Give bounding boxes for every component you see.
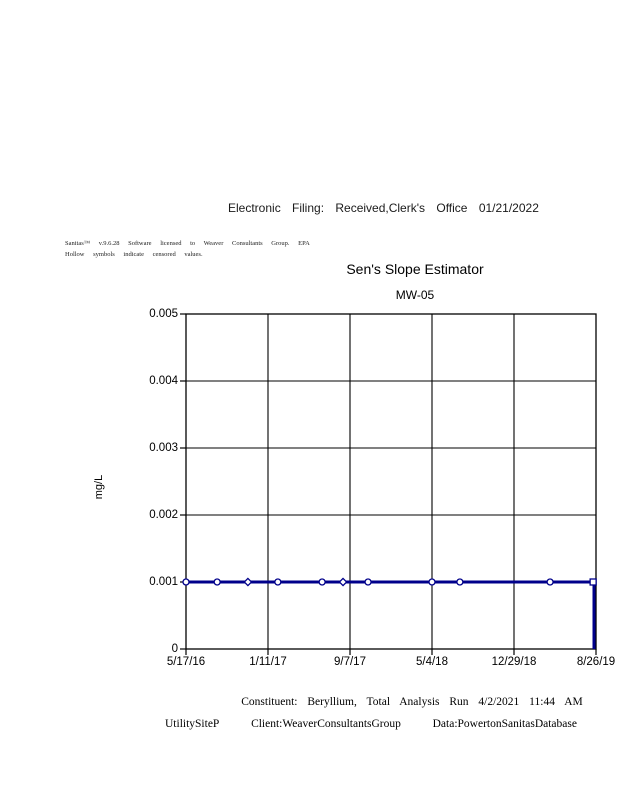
footer-site: UtilitySiteP [165, 718, 220, 730]
x-axis-tick-label: 8/26/19 [576, 656, 616, 668]
data-point-diamond [243, 577, 253, 587]
data-point-circle [546, 578, 554, 586]
x-axis-tick-label: 5/4/18 [416, 656, 448, 668]
x-axis-tick-label: 9/7/17 [334, 656, 366, 668]
y-axis-tick-label: 0.003 [149, 442, 178, 454]
x-axis-tick-label: 12/29/18 [491, 656, 537, 668]
footer-data-source: Data:PowertonSanitasDatabase [432, 718, 577, 730]
y-axis-tick-label: 0.001 [149, 576, 178, 588]
data-point-circle [428, 578, 436, 586]
footer-metadata: UtilitySiteP Client:WeaverConsultantsGro… [165, 718, 577, 730]
y-axis-tick-label: 0 [171, 643, 178, 655]
data-point-circle [274, 578, 282, 586]
data-point-circle [318, 578, 326, 586]
data-point-square [589, 578, 597, 586]
x-axis-tick-label: 5/17/16 [166, 656, 206, 668]
y-axis-tick-label: 0.002 [149, 509, 178, 521]
footer-client: Client:WeaverConsultantsGroup [251, 718, 401, 730]
chart-subtitle-well-id: MW-05 [395, 288, 435, 302]
fine-print-line-2: Hollow symbols indicate censored values. [65, 251, 203, 258]
data-point-circle [182, 578, 190, 586]
data-point-circle [456, 578, 464, 586]
data-point-diamond [338, 577, 348, 587]
data-point-circle [213, 578, 221, 586]
data-point-circle [364, 578, 372, 586]
efiling-header: Electronic Filing: Received,Clerk's Offi… [228, 201, 539, 215]
constituent-analysis-line: Constituent: Beryllium, Total Analysis R… [241, 696, 583, 708]
trend-line [186, 580, 596, 649]
x-axis-tick-label: 1/11/17 [249, 656, 287, 668]
software-fine-print: Sanitas™ v.9.6.28 Software licensed to W… [65, 238, 310, 260]
y-axis-tick-label: 0.005 [149, 308, 178, 320]
chart-title: Sen's Slope Estimator [346, 261, 484, 277]
fine-print-line-1: Sanitas™ v.9.6.28 Software licensed to W… [65, 240, 310, 247]
plot-border [185, 313, 597, 650]
y-axis-tick-label: 0.004 [149, 375, 178, 387]
